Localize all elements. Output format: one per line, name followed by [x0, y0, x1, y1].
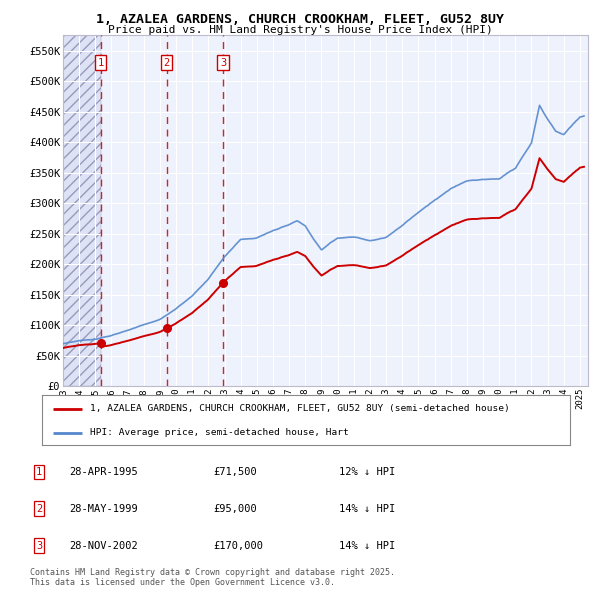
- Text: £71,500: £71,500: [213, 467, 257, 477]
- Bar: [63, 35, 101, 386]
- Text: 28-MAY-1999: 28-MAY-1999: [69, 504, 138, 513]
- Text: 1, AZALEA GARDENS, CHURCH CROOKHAM, FLEET, GU52 8UY (semi-detached house): 1, AZALEA GARDENS, CHURCH CROOKHAM, FLEE…: [89, 404, 509, 414]
- Text: 3: 3: [36, 541, 42, 550]
- Text: 12% ↓ HPI: 12% ↓ HPI: [339, 467, 395, 477]
- Text: HPI: Average price, semi-detached house, Hart: HPI: Average price, semi-detached house,…: [89, 428, 348, 437]
- Text: 2: 2: [163, 58, 170, 68]
- Text: 2: 2: [36, 504, 42, 513]
- Text: 14% ↓ HPI: 14% ↓ HPI: [339, 504, 395, 513]
- Text: £95,000: £95,000: [213, 504, 257, 513]
- Text: Price paid vs. HM Land Registry's House Price Index (HPI): Price paid vs. HM Land Registry's House …: [107, 25, 493, 35]
- Text: £170,000: £170,000: [213, 541, 263, 550]
- Text: 1: 1: [98, 58, 104, 68]
- Text: 28-APR-1995: 28-APR-1995: [69, 467, 138, 477]
- Text: 3: 3: [220, 58, 226, 68]
- Text: Contains HM Land Registry data © Crown copyright and database right 2025.
This d: Contains HM Land Registry data © Crown c…: [30, 568, 395, 587]
- Text: 1, AZALEA GARDENS, CHURCH CROOKHAM, FLEET, GU52 8UY: 1, AZALEA GARDENS, CHURCH CROOKHAM, FLEE…: [96, 13, 504, 26]
- Text: 14% ↓ HPI: 14% ↓ HPI: [339, 541, 395, 550]
- Text: 28-NOV-2002: 28-NOV-2002: [69, 541, 138, 550]
- Text: 1: 1: [36, 467, 42, 477]
